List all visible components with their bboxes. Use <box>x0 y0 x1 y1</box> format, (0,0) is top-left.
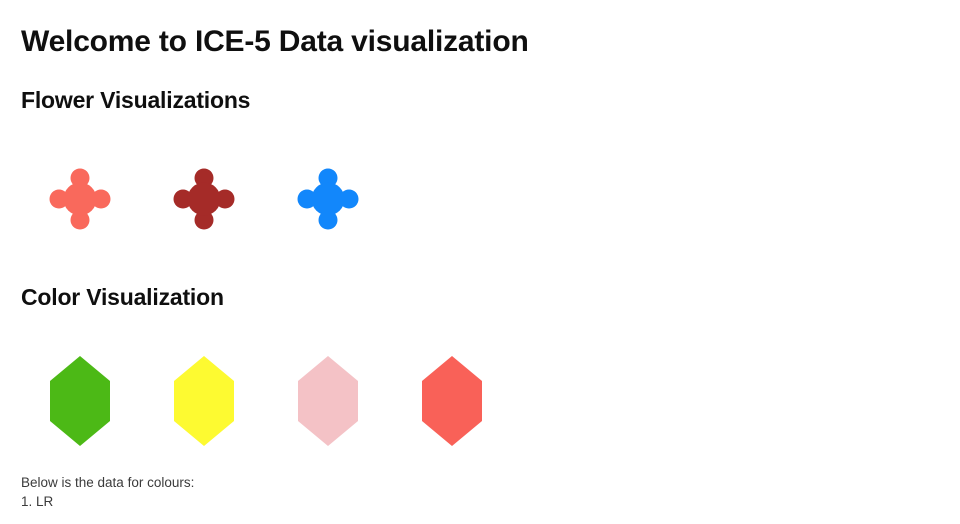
flower-section-title: Flower Visualizations <box>21 87 251 113</box>
hexagon-shape-pink <box>298 356 358 446</box>
flower-shape-salmon <box>49 168 111 230</box>
hexagon-shape-yellow <box>174 356 234 446</box>
hexagon-shape-red <box>422 356 482 446</box>
flower-shape-brown <box>173 168 235 230</box>
colour-data-caption: Below is the data for colours: <box>21 475 195 490</box>
colour-data-list-fragment: 1. LR <box>21 494 54 509</box>
page-root: Welcome to ICE-5 Data visualization Flow… <box>0 24 960 511</box>
hexagon-row <box>50 356 960 446</box>
flower-shape-blue <box>297 168 359 230</box>
hexagon-shape-green <box>50 356 110 446</box>
color-section-title: Color Visualization <box>21 284 224 310</box>
flower-row <box>48 167 960 231</box>
footer-text: Below is the data for colours: 1. LR <box>21 473 960 511</box>
page-title: Welcome to ICE-5 Data visualization <box>21 25 529 58</box>
